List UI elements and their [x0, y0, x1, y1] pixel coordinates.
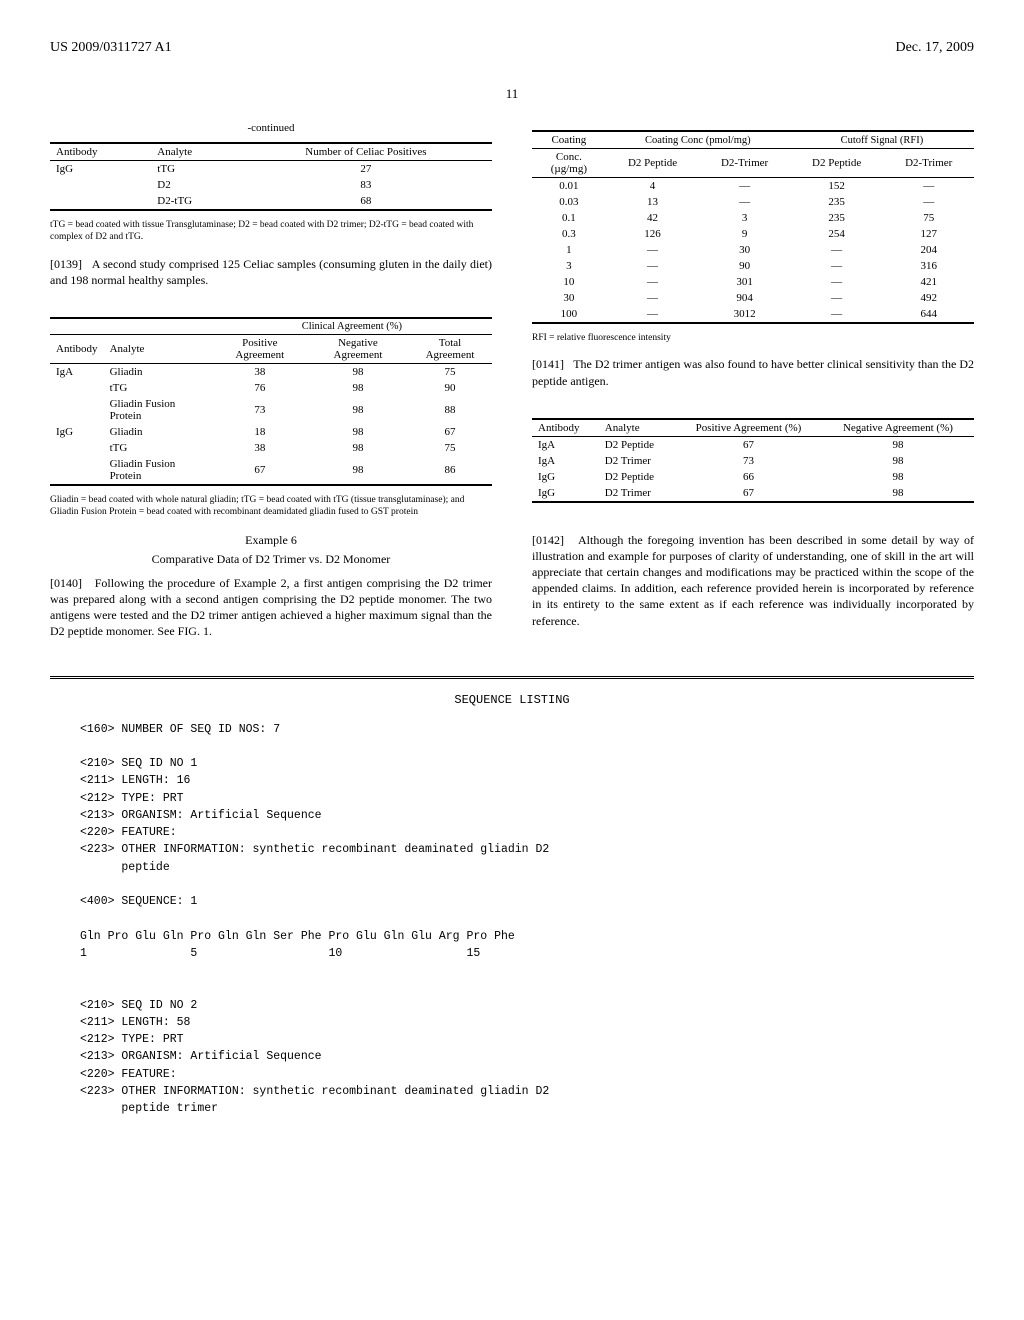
- para-text: Following the procedure of Example 2, a …: [50, 576, 492, 639]
- table-row: D2 83: [50, 177, 492, 193]
- paragraph-0141: [0141] The D2 trimer antigen was also fo…: [532, 356, 974, 388]
- table-row: IgAGliadin389875: [50, 364, 492, 381]
- table-row: 0.014—152—: [532, 178, 974, 195]
- header-left: US 2009/0311727 A1: [50, 40, 172, 56]
- paragraph-0139: [0139] A second study comprised 125 Celi…: [50, 256, 492, 288]
- example-title: Example 6: [50, 533, 492, 548]
- col-d2p1: D2 Peptide: [606, 149, 700, 178]
- table2-footnote: Gliadin = bead coated with whole natural…: [50, 494, 492, 519]
- col-d2t2: D2-Trimer: [883, 149, 974, 178]
- table-celiac-positives: Antibody Analyte Number of Celiac Positi…: [50, 142, 492, 211]
- table-row: 1—30—204: [532, 242, 974, 258]
- sequence-listing-body: <160> NUMBER OF SEQ ID NOS: 7 <210> SEQ …: [80, 721, 974, 1118]
- table-row: D2-tTG 68: [50, 193, 492, 210]
- group-coating-conc: Coating Conc (pmol/mg): [606, 131, 790, 149]
- col-d2p2: D2 Peptide: [790, 149, 884, 178]
- paragraph-0140: [0140] Following the procedure of Exampl…: [50, 575, 492, 640]
- col-analyte: Analyte: [599, 419, 675, 437]
- sequence-listing: SEQUENCE LISTING <160> NUMBER OF SEQ ID …: [50, 676, 974, 1118]
- table-row: Gliadin Fusion Protein679886: [50, 456, 492, 485]
- para-num: [0140]: [50, 576, 82, 590]
- left-column: -continued Antibody Analyte Number of Ce…: [50, 122, 492, 646]
- col-conc: Conc.(µg/mg): [532, 149, 606, 178]
- col-antibody: Antibody: [50, 143, 151, 161]
- para-num: [0142]: [532, 533, 564, 547]
- page-number: 11: [50, 86, 974, 102]
- col-positives: Number of Celiac Positives: [240, 143, 492, 161]
- table-coating-conc: Coating Coating Conc (pmol/mg) Cutoff Si…: [532, 130, 974, 324]
- para-text: A second study comprised 125 Celiac samp…: [50, 257, 492, 287]
- continued-label: -continued: [50, 122, 492, 134]
- table-row: 100—3012—644: [532, 306, 974, 323]
- table-sensitivity: Antibody Analyte Positive Agreement (%) …: [532, 418, 974, 503]
- table-row: IgG tTG 27: [50, 161, 492, 178]
- table-row: IgAD2 Trimer7398: [532, 453, 974, 469]
- table3-footnote: RFI = relative fluorescence intensity: [532, 332, 974, 344]
- table-row: Gliadin Fusion Protein739888: [50, 396, 492, 424]
- col-d2t1: D2-Trimer: [699, 149, 790, 178]
- col-antibody: Antibody: [50, 335, 104, 364]
- right-column: Coating Coating Conc (pmol/mg) Cutoff Si…: [532, 122, 974, 646]
- paragraph-0142: [0142] Although the foregoing invention …: [532, 532, 974, 629]
- table-row: IgGD2 Trimer6798: [532, 485, 974, 502]
- table-row: 0.142323575: [532, 210, 974, 226]
- col-total: Total Agreement: [408, 335, 492, 364]
- col-neg: Negative Agreement: [308, 335, 408, 364]
- table-row: 30—904—492: [532, 290, 974, 306]
- col-antibody: Antibody: [532, 419, 599, 437]
- table-row: 3—90—316: [532, 258, 974, 274]
- table-clinical-agreement: Clinical Agreement (%) Antibody Analyte …: [50, 317, 492, 486]
- example-subtitle: Comparative Data of D2 Trimer vs. D2 Mon…: [50, 552, 492, 567]
- table-row: IgAD2 Peptide6798: [532, 436, 974, 453]
- group-cutoff: Cutoff Signal (RFI): [790, 131, 974, 149]
- table-row: 0.31269254127: [532, 226, 974, 242]
- header-right: Dec. 17, 2009: [895, 40, 974, 56]
- sequence-listing-title: SEQUENCE LISTING: [50, 693, 974, 707]
- table-row: IgGD2 Peptide6698: [532, 469, 974, 485]
- col-analyte: Analyte: [104, 335, 212, 364]
- col-pos: Positive Agreement: [212, 335, 308, 364]
- table-row: IgGGliadin189867: [50, 424, 492, 440]
- para-num: [0141]: [532, 357, 564, 371]
- table-row: 0.0313—235—: [532, 194, 974, 210]
- table1-footnote: tTG = bead coated with tissue Transgluta…: [50, 219, 492, 244]
- para-text: Although the foregoing invention has bee…: [532, 533, 974, 628]
- col-neg: Negative Agreement (%): [822, 419, 974, 437]
- table-row: tTG769890: [50, 380, 492, 396]
- col-analyte: Analyte: [151, 143, 240, 161]
- para-text: The D2 trimer antigen was also found to …: [532, 357, 974, 387]
- table-row: tTG389875: [50, 440, 492, 456]
- col-pos: Positive Agreement (%): [675, 419, 822, 437]
- para-num: [0139]: [50, 257, 82, 271]
- col-coating: Coating: [532, 131, 606, 149]
- page-header: US 2009/0311727 A1 Dec. 17, 2009: [50, 40, 974, 56]
- group-header: Clinical Agreement (%): [212, 318, 492, 335]
- table-row: 10—301—421: [532, 274, 974, 290]
